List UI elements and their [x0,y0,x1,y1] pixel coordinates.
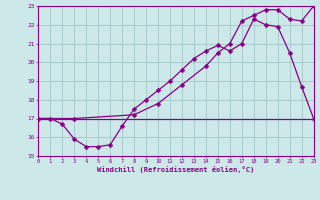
X-axis label: Windchill (Refroidissement éolien,°C): Windchill (Refroidissement éolien,°C) [97,166,255,173]
